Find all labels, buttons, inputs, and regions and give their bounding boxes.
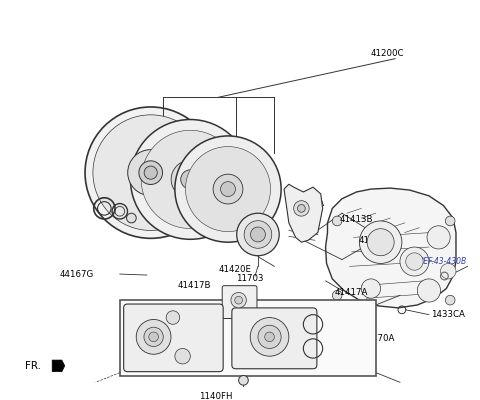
Text: 44167G: 44167G [60,270,94,278]
FancyBboxPatch shape [222,286,257,318]
Text: 41413B: 41413B [340,214,373,224]
Circle shape [244,221,272,248]
Text: 1433CA: 1433CA [431,310,465,319]
Circle shape [139,161,163,184]
Circle shape [181,170,200,189]
Circle shape [128,150,174,196]
Circle shape [251,227,265,242]
Text: 11703: 11703 [236,274,263,284]
Text: 41200C: 41200C [371,49,405,58]
Text: 41462A: 41462A [327,358,361,368]
Circle shape [171,160,209,198]
Text: 41480: 41480 [327,339,355,348]
FancyBboxPatch shape [124,304,223,372]
Circle shape [406,253,423,270]
Circle shape [427,226,450,249]
Circle shape [417,279,441,302]
Text: 41417B: 41417B [178,281,211,290]
Circle shape [144,166,157,179]
Circle shape [93,115,208,230]
Circle shape [220,182,235,196]
Text: 41657: 41657 [282,361,310,370]
Circle shape [131,120,250,239]
Circle shape [361,279,381,298]
Circle shape [237,213,279,256]
Circle shape [332,290,342,300]
Circle shape [294,201,309,216]
Text: 41417A: 41417A [334,288,368,297]
Circle shape [400,247,429,276]
Circle shape [235,296,242,304]
Text: 41657: 41657 [289,323,316,332]
FancyBboxPatch shape [120,300,376,376]
Circle shape [85,107,216,238]
FancyBboxPatch shape [232,308,317,369]
Circle shape [166,311,180,324]
Circle shape [136,320,171,354]
Circle shape [175,136,281,242]
Circle shape [441,264,456,279]
Circle shape [213,174,243,204]
Circle shape [175,348,191,364]
Polygon shape [284,184,323,242]
Circle shape [367,229,394,256]
Text: 41420E: 41420E [218,265,252,274]
Text: 1140FH: 1140FH [199,392,232,400]
Text: 41470A: 41470A [361,334,395,343]
Circle shape [144,327,163,346]
Circle shape [231,292,246,308]
Circle shape [141,130,240,228]
Text: 41414A: 41414A [359,236,392,245]
Circle shape [127,213,136,223]
Circle shape [360,221,402,264]
Polygon shape [52,360,65,372]
Text: FR.: FR. [25,361,41,371]
Text: 1140EJ: 1140EJ [162,302,192,310]
Circle shape [445,216,455,226]
Circle shape [332,216,342,226]
Circle shape [298,204,305,212]
Polygon shape [325,188,456,308]
Circle shape [445,295,455,305]
Circle shape [258,325,281,348]
Circle shape [239,376,248,385]
Circle shape [264,332,275,342]
Circle shape [185,146,271,232]
Circle shape [250,318,289,356]
Circle shape [149,332,158,342]
Text: REF.43-430B: REF.43-430B [419,257,468,266]
Text: 41112: 41112 [240,162,268,171]
Text: 1170AA: 1170AA [290,199,324,208]
Text: 41126: 41126 [212,143,239,152]
